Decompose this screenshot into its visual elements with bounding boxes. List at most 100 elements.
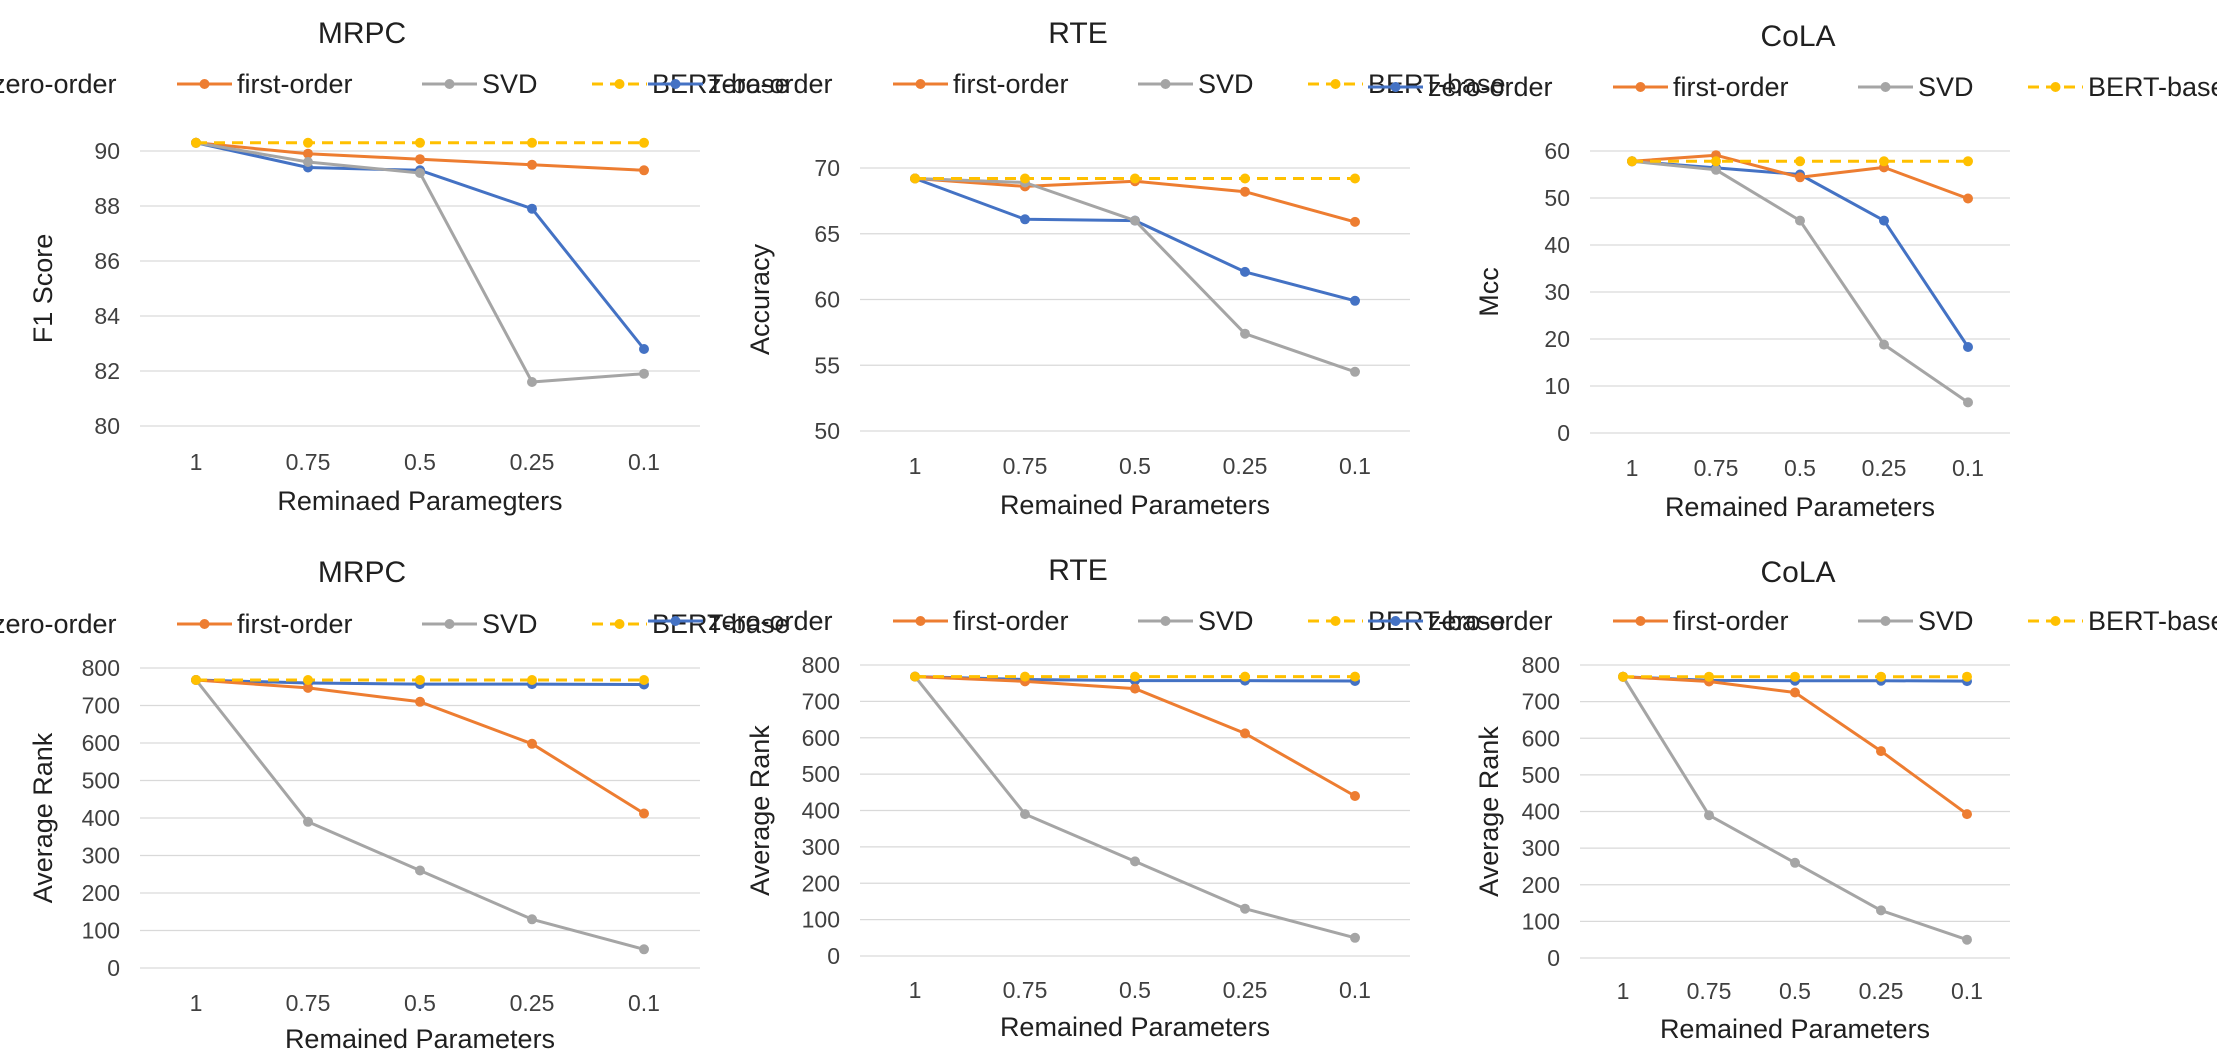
legend-label: SVD — [1198, 69, 1254, 99]
data-point — [527, 914, 537, 925]
data-point — [527, 377, 537, 387]
x-tick-label: 0.5 — [1119, 453, 1151, 479]
y-tick-label: 700 — [1522, 689, 1560, 715]
x-tick-label: 1 — [1617, 978, 1630, 1004]
data-point — [527, 203, 537, 214]
chart-title: RTE — [1048, 554, 1107, 587]
legend-label: zero-order — [0, 609, 117, 639]
y-tick-label: 200 — [802, 870, 840, 896]
legend-swatch-marker — [1635, 82, 1646, 92]
data-point — [1350, 671, 1360, 682]
y-tick-label: 500 — [802, 761, 840, 787]
y-tick-label: 0 — [1547, 945, 1560, 971]
series-svd — [1627, 156, 1973, 408]
data-point — [910, 173, 920, 184]
y-tick-label: 82 — [94, 358, 120, 384]
y-tick-label: 50 — [814, 418, 840, 444]
legend-item-bert-base: BERT-base — [2028, 606, 2217, 636]
x-tick-label: 0.5 — [1119, 977, 1151, 1003]
x-axis-label: Remained Parameters — [1000, 1012, 1270, 1042]
x-axis: 1 0.75 0.5 0.25 0.1 — [190, 990, 660, 1016]
data-point — [1240, 186, 1250, 197]
legend-swatch-marker — [199, 619, 210, 629]
data-point — [1795, 215, 1805, 226]
data-point — [415, 696, 425, 707]
data-point — [1350, 932, 1360, 943]
legend-item-bert-base: BERT-base — [1308, 69, 1506, 99]
y-axis: 0 100 200 300 400 500 600 700 800 — [802, 652, 1410, 969]
x-tick-label: 0.25 — [1223, 453, 1268, 479]
data-point — [527, 675, 537, 685]
legend-label: first-order — [237, 609, 353, 639]
y-tick-label: 100 — [82, 918, 120, 944]
legend-swatch-marker — [1880, 616, 1891, 626]
x-tick-label: 0.5 — [404, 449, 436, 475]
legend-swatch-marker — [444, 79, 455, 89]
data-point — [415, 675, 425, 685]
y-tick-label: 0 — [827, 943, 840, 969]
x-tick-label: 0.25 — [1862, 455, 1907, 481]
legend-swatch-marker — [1160, 616, 1171, 626]
x-tick-label: 0.25 — [510, 449, 555, 475]
legend-swatch-marker — [2050, 82, 2061, 92]
x-axis-label: Remained Parameters — [1660, 1014, 1930, 1044]
legend-label: first-order — [1673, 606, 1789, 636]
legend-label: SVD — [1918, 606, 1974, 636]
data-point — [527, 137, 537, 148]
legend-label: BERT-base — [2088, 72, 2217, 102]
legend-label: first-order — [953, 69, 1069, 99]
data-point — [639, 808, 649, 819]
series-bert-base — [910, 671, 1360, 682]
data-point — [191, 137, 201, 148]
y-tick-label: 10 — [1544, 373, 1570, 399]
series-bert-base — [1627, 156, 1973, 167]
y-tick-label: 60 — [1544, 138, 1570, 164]
y-tick-label: 88 — [94, 193, 120, 219]
x-tick-label: 0.25 — [510, 990, 555, 1016]
data-point — [415, 168, 425, 178]
y-axis-label: Mcc — [1474, 267, 1504, 317]
data-point — [1130, 173, 1140, 184]
data-point — [1795, 172, 1805, 183]
series-line — [194, 679, 645, 951]
x-tick-label: 0.75 — [1687, 978, 1732, 1004]
legend-label: zero-order — [0, 69, 117, 99]
y-tick-label: 500 — [82, 768, 120, 794]
legend-swatch-marker — [1635, 616, 1646, 626]
x-tick-label: 0.75 — [286, 449, 331, 475]
y-tick-label: 0 — [107, 955, 120, 981]
legend-label: zero-order — [708, 606, 833, 636]
x-tick-label: 0.1 — [1339, 453, 1371, 479]
y-tick-label: 600 — [82, 730, 120, 756]
x-axis: 1 0.75 0.5 0.25 0.1 — [909, 977, 1371, 1003]
legend-item-first-order: first-order — [1613, 606, 1789, 636]
legend-label: SVD — [482, 69, 538, 99]
series-bert-base — [191, 675, 649, 685]
data-point — [1020, 671, 1030, 682]
data-point — [303, 137, 313, 148]
data-point — [191, 675, 201, 685]
legend-swatch-marker — [2050, 616, 2061, 626]
x-tick-label: 0.1 — [628, 990, 660, 1016]
x-tick-label: 1 — [909, 977, 922, 1003]
data-point — [1350, 366, 1360, 377]
data-point — [1350, 173, 1360, 184]
y-tick-label: 100 — [1522, 908, 1560, 934]
y-tick-label: 30 — [1544, 279, 1570, 305]
legend-label: SVD — [1198, 606, 1254, 636]
legend-label: first-order — [1673, 72, 1789, 102]
legend-label: SVD — [1918, 72, 1974, 102]
y-tick-label: 500 — [1522, 762, 1560, 788]
series-bert-base — [191, 137, 649, 148]
series-svd — [910, 671, 1360, 943]
legend: zero-order first-order SVD BERT-base — [0, 609, 790, 639]
data-point — [1790, 687, 1800, 698]
data-point — [1618, 671, 1628, 682]
legend-swatch-marker — [1160, 79, 1171, 89]
y-axis-label: Average Rank — [1474, 726, 1504, 897]
x-axis-label: Reminaed Paramegters — [277, 486, 562, 516]
legend-swatch-marker — [614, 619, 625, 629]
series-svd — [191, 675, 649, 955]
